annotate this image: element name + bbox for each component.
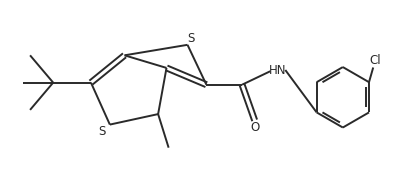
- Text: HN: HN: [269, 64, 287, 76]
- Text: O: O: [250, 121, 259, 134]
- Text: S: S: [187, 32, 194, 45]
- Text: Cl: Cl: [369, 54, 381, 67]
- Text: S: S: [99, 125, 106, 138]
